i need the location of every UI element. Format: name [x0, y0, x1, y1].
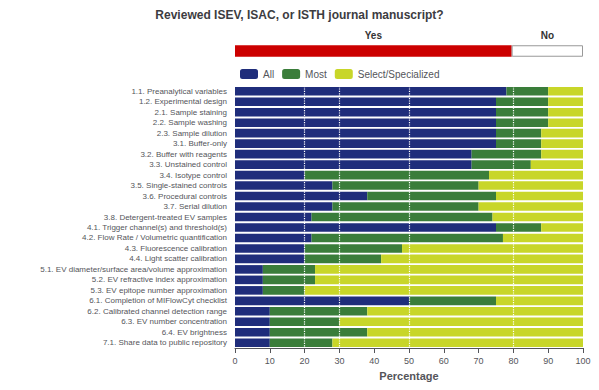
svg-text:1.1. Preanalytical variables: 1.1. Preanalytical variables [131, 87, 227, 96]
svg-text:6.4. EV brightness: 6.4. EV brightness [162, 328, 227, 337]
svg-text:3.7. Serial dilution: 3.7. Serial dilution [163, 202, 227, 211]
svg-text:0: 0 [232, 356, 237, 366]
svg-text:5.2. EV refractive index appro: 5.2. EV refractive index approximation [92, 275, 227, 284]
svg-text:3.1. Buffer-only: 3.1. Buffer-only [173, 139, 227, 148]
svg-text:4.4. Light scatter calibration: 4.4. Light scatter calibration [129, 254, 227, 263]
svg-text:40: 40 [369, 356, 379, 366]
svg-text:3.2. Buffer with reagents: 3.2. Buffer with reagents [140, 150, 227, 159]
svg-text:5.1. EV diameter/surface area/: 5.1. EV diameter/surface area/volume app… [40, 265, 227, 274]
svg-text:60: 60 [439, 356, 449, 366]
svg-text:6.3. EV number concentration: 6.3. EV number concentration [121, 317, 227, 326]
svg-text:2.2. Sample washing: 2.2. Sample washing [153, 118, 227, 127]
svg-text:1.2. Experimental design: 1.2. Experimental design [139, 97, 227, 106]
svg-text:80: 80 [508, 356, 518, 366]
svg-text:6.1. Completion of MIFlowCyt c: 6.1. Completion of MIFlowCyt checklist [89, 296, 228, 305]
svg-text:30: 30 [334, 356, 344, 366]
svg-text:4.1. Trigger channel(s) and th: 4.1. Trigger channel(s) and threshold(s) [87, 223, 227, 232]
svg-text:All: All [263, 69, 274, 80]
svg-text:5.3. EV epitope number approxi: 5.3. EV epitope number approximation [90, 286, 227, 295]
svg-text:3.3. Unstained control: 3.3. Unstained control [149, 160, 227, 169]
svg-text:90: 90 [543, 356, 553, 366]
svg-text:10: 10 [265, 356, 275, 366]
svg-text:Select/Specialized: Select/Specialized [358, 69, 440, 80]
svg-text:70: 70 [474, 356, 484, 366]
svg-text:2.1. Sample staining: 2.1. Sample staining [155, 108, 228, 117]
svg-text:Reviewed ISEV, ISAC, or ISTH j: Reviewed ISEV, ISAC, or ISTH journal man… [155, 8, 443, 22]
svg-text:4.3. Fluorescence calibration: 4.3. Fluorescence calibration [125, 244, 227, 253]
svg-text:2.3. Sample dilution: 2.3. Sample dilution [157, 129, 227, 138]
svg-text:4.2. Flow Rate / Volumetric qu: 4.2. Flow Rate / Volumetric quantificati… [82, 233, 227, 242]
svg-text:No: No [541, 30, 554, 41]
svg-text:3.5. Single-stained controls: 3.5. Single-stained controls [131, 181, 228, 190]
svg-text:7.1. Share data to public repo: 7.1. Share data to public repository [103, 338, 227, 347]
svg-text:3.4. Isotype control: 3.4. Isotype control [159, 171, 227, 180]
svg-text:Percentage: Percentage [379, 370, 438, 382]
svg-text:Yes: Yes [365, 30, 383, 41]
svg-text:50: 50 [404, 356, 414, 366]
svg-text:100: 100 [575, 356, 590, 366]
svg-text:20: 20 [300, 356, 310, 366]
svg-text:3.6. Procedural controls: 3.6. Procedural controls [143, 192, 228, 201]
svg-text:6.2. Calibrated channel detect: 6.2. Calibrated channel detection range [87, 307, 227, 316]
svg-text:Most: Most [305, 69, 327, 80]
svg-text:3.8. Detergent-treated EV samp: 3.8. Detergent-treated EV samples [104, 213, 227, 222]
